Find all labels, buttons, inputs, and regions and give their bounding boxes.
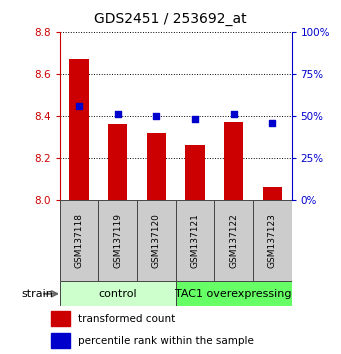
Text: GSM137119: GSM137119 (113, 213, 122, 268)
Text: GSM137123: GSM137123 (268, 213, 277, 268)
Bar (176, 200, 214, 281)
Point (76, 103, 82, 109)
Bar (214, 200, 253, 281)
Point (192, 116, 198, 122)
Point (115, 112, 120, 117)
Text: GSM137122: GSM137122 (229, 213, 238, 268)
Text: TAC1 overexpressing: TAC1 overexpressing (175, 289, 292, 299)
Text: percentile rank within the sample: percentile rank within the sample (78, 336, 254, 346)
Bar (69, 59, 89, 200)
Bar (60, 200, 98, 281)
Bar (50, 333, 70, 348)
Point (153, 113, 159, 119)
Point (231, 112, 236, 117)
Bar (147, 133, 166, 200)
Bar (224, 122, 243, 200)
Bar (253, 200, 292, 281)
Text: GSM137118: GSM137118 (74, 213, 84, 268)
Bar (98, 200, 137, 281)
Text: GSM137120: GSM137120 (152, 213, 161, 268)
Bar (137, 200, 176, 281)
Text: GSM137121: GSM137121 (190, 213, 199, 268)
Bar (263, 187, 282, 200)
Bar (185, 145, 205, 200)
Text: GDS2451 / 253692_at: GDS2451 / 253692_at (94, 12, 247, 27)
Text: transformed count: transformed count (78, 314, 175, 324)
Point (269, 120, 275, 126)
Text: strain: strain (21, 289, 53, 299)
Text: control: control (98, 289, 137, 299)
Bar (108, 124, 127, 200)
Bar (176, 281, 292, 306)
Bar (60, 281, 176, 306)
Bar (50, 311, 70, 326)
